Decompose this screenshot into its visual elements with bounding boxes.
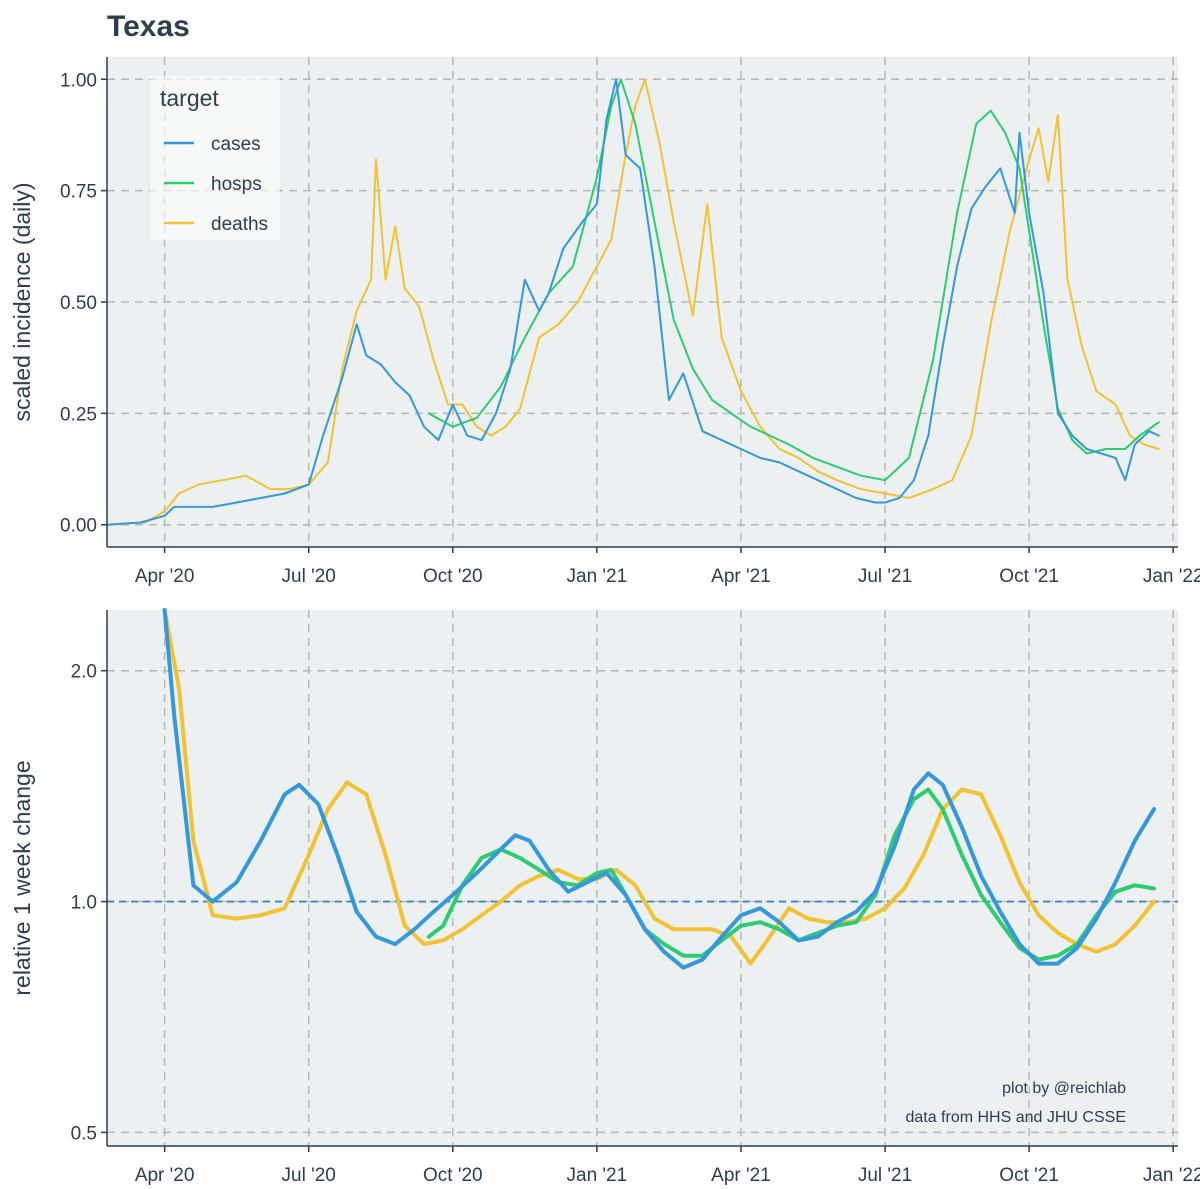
y-tick-label: 0.25 [60, 404, 97, 425]
series-line-deaths [106, 78, 1160, 526]
x-tick-label: Apr '21 [711, 566, 771, 587]
x-tick-label: Oct '20 [423, 566, 483, 587]
x-tick-label: Apr '21 [711, 1165, 771, 1186]
series-lines-top [106, 78, 1160, 526]
y-tick-label: 1.0 [71, 893, 97, 914]
x-tick-label: Jan '21 [567, 566, 628, 587]
axes-bottom: 0.5 1.0 2.0 Apr '20 Jul '20 Oct '20 Jan '21 Apr… [71, 610, 1200, 1186]
x-tick-label: Jul '21 [858, 566, 912, 587]
axes-top: 0.00 0.25 0.50 0.75 1.00 Apr '20 Jul '20 Oct '2… [60, 57, 1200, 587]
x-tick-label: Jan '21 [567, 1165, 628, 1186]
y-tick-label: 2.0 [71, 662, 97, 683]
y-tick-label: 1.00 [60, 70, 97, 91]
y-tick-label: 0.00 [60, 516, 97, 537]
series-line-cases [162, 608, 1156, 970]
caption-source: data from HHS and JHU CSSE [905, 1109, 1126, 1126]
series-lines-bottom [162, 608, 1156, 970]
x-tick-label: Oct '20 [423, 1165, 483, 1186]
x-tick-label: Oct '21 [999, 1165, 1059, 1186]
legend-box [150, 76, 280, 240]
x-tick-label: Apr '20 [135, 566, 195, 587]
caption-credit: plot by @reichlab [1002, 1080, 1126, 1097]
legend-label-deaths: deaths [211, 214, 268, 235]
y-tick-label: 0.75 [60, 182, 97, 203]
y-axis-label-top: scaled incidence (daily) [9, 182, 35, 421]
x-tick-label: Jan '22 [1143, 1165, 1200, 1186]
series-line-cases [106, 78, 1160, 526]
x-tick-label: Jul '20 [282, 566, 336, 587]
panel-background-bottom [107, 610, 1178, 1146]
panel-scaled-incidence: target cases hosps deaths 0.000.250.500.… [9, 57, 1200, 587]
y-tick-label: 0.5 [71, 1123, 97, 1144]
legend: target cases hosps deaths [150, 76, 280, 240]
panel-relative-change: 0.5 1.0 2.0 Apr '20 Jul '20 Oct '20 Jan '21 Apr… [9, 608, 1200, 1186]
legend-label-cases: cases [211, 134, 261, 155]
x-tick-label: Jul '20 [282, 1165, 336, 1186]
x-tick-label: Jan '22 [1143, 566, 1200, 587]
y-axis-label-bottom: relative 1 week change [9, 760, 35, 995]
chart-title: Texas [107, 10, 190, 43]
x-tick-label: Apr '20 [135, 1165, 195, 1186]
legend-title: target [160, 85, 219, 111]
series-line-deaths [162, 608, 1156, 966]
x-tick-label: Jul '21 [858, 1165, 912, 1186]
x-tick-label: Oct '21 [999, 566, 1059, 587]
legend-label-hosps: hosps [211, 174, 262, 195]
y-tick-label: 0.50 [60, 293, 97, 314]
